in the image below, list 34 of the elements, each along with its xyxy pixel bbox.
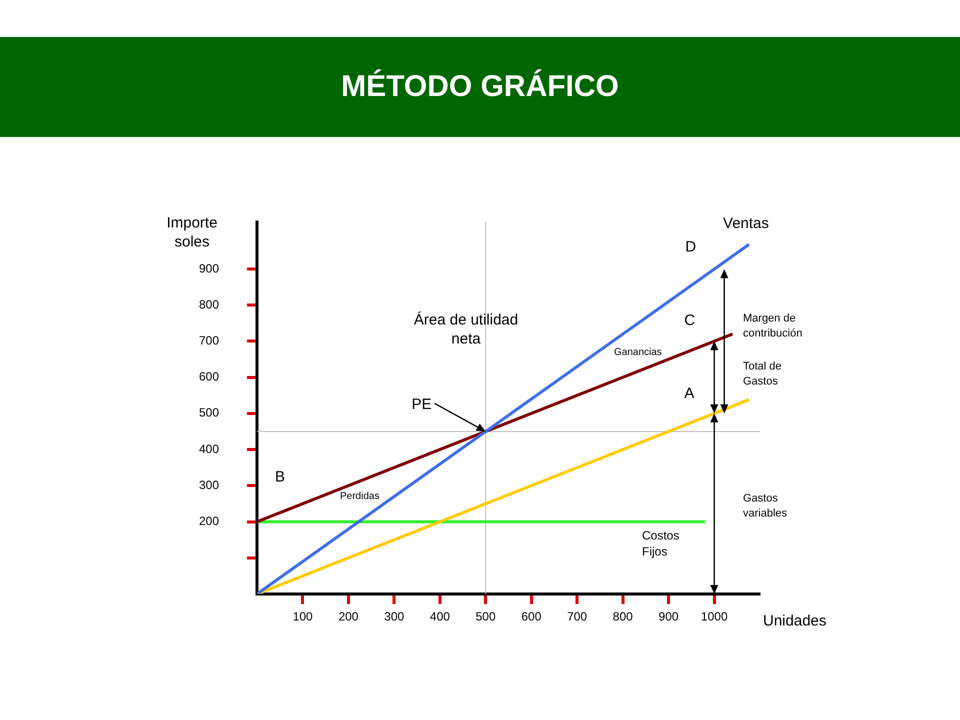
x-tick-label: 500 — [476, 610, 496, 624]
chart-title: MÉTODO GRÁFICO — [0, 37, 960, 137]
annotation: Costos Fijos — [642, 528, 680, 558]
annotation: Perdidas — [340, 490, 380, 502]
annotation: D — [685, 238, 696, 256]
x-tick-label: 400 — [430, 610, 450, 624]
annotation: Área de utilidad neta — [414, 310, 518, 348]
x-tick-label: 700 — [567, 610, 588, 624]
y-tick-label: 900 — [198, 261, 220, 276]
y-tick-label: 300 — [198, 478, 220, 492]
x-tick-label: 200 — [338, 610, 359, 624]
annotation: Ventas — [723, 215, 769, 232]
y-axis-title: Importe soles — [166, 214, 218, 251]
x-tick-label: 100 — [292, 610, 314, 624]
x-tick-label: 600 — [521, 610, 542, 624]
annotation: A — [684, 385, 694, 402]
y-tick-label: 400 — [198, 442, 220, 456]
y-tick-label: 600 — [198, 370, 220, 384]
x-tick-label: 1000 — [700, 610, 728, 624]
annotation: Ganancias — [614, 346, 662, 358]
annotation: PE — [412, 396, 432, 414]
annotation: C — [684, 312, 696, 329]
y-tick-label: 500 — [198, 406, 220, 420]
x-tick-label: 800 — [612, 610, 634, 624]
y-tick-label: 200 — [198, 514, 220, 528]
y-tick-label: 700 — [198, 333, 220, 348]
annotation: Total de Gastos — [743, 360, 782, 388]
x-tick-label: 300 — [384, 610, 405, 624]
x-axis-title: Unidades — [763, 612, 826, 630]
x-tick-label: 900 — [658, 610, 679, 624]
y-tick-label: 800 — [198, 297, 220, 312]
annotation: Gastos variables — [743, 492, 788, 520]
annotation: B — [275, 468, 286, 486]
annotation: Margen de contribución — [743, 312, 802, 340]
